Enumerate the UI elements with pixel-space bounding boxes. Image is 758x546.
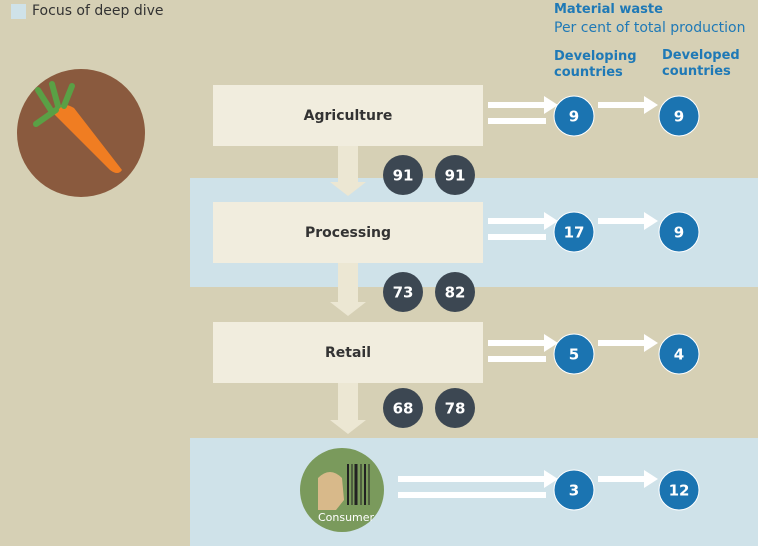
stage-label: Agriculture xyxy=(304,108,393,124)
waste-value: 17 xyxy=(564,224,585,242)
column-heading: Developed countries xyxy=(662,48,757,80)
stage-label: Processing xyxy=(305,225,391,241)
flow-arrow xyxy=(330,382,366,434)
remaining-value: 78 xyxy=(445,400,466,418)
header-subtitle: Per cent of total production xyxy=(554,20,745,36)
consumer-head xyxy=(318,472,344,510)
stage-label: Retail xyxy=(325,345,371,361)
waste-value: 3 xyxy=(569,482,579,500)
waste-value: 12 xyxy=(669,482,690,500)
legend-label: Focus of deep dive xyxy=(32,3,164,19)
header-title: Material waste xyxy=(554,2,663,17)
column-heading: Developing countries xyxy=(554,49,649,81)
waste-arrow xyxy=(488,105,546,121)
remaining-value: 68 xyxy=(393,400,414,418)
legend-swatch xyxy=(11,4,26,19)
waste-value: 9 xyxy=(674,224,684,242)
diagram-shapes: Agriculture 9 9 91 91 Processing 17 9 73 82 Retail… xyxy=(0,0,758,546)
remaining-value: 91 xyxy=(393,167,414,185)
waste-value: 5 xyxy=(569,346,579,364)
stage-label: Consumer xyxy=(318,511,375,524)
remaining-value: 73 xyxy=(393,284,414,302)
infographic: Agriculture 9 9 91 91 Processing 17 9 73 82 Retail… xyxy=(0,0,758,546)
waste-value: 9 xyxy=(674,108,684,126)
arrow-head xyxy=(644,334,658,352)
waste-arrow xyxy=(488,343,546,359)
remaining-value: 91 xyxy=(445,167,466,185)
waste-value: 9 xyxy=(569,108,579,126)
remaining-value: 82 xyxy=(445,284,466,302)
arrow-head xyxy=(644,96,658,114)
waste-value: 4 xyxy=(674,346,684,364)
